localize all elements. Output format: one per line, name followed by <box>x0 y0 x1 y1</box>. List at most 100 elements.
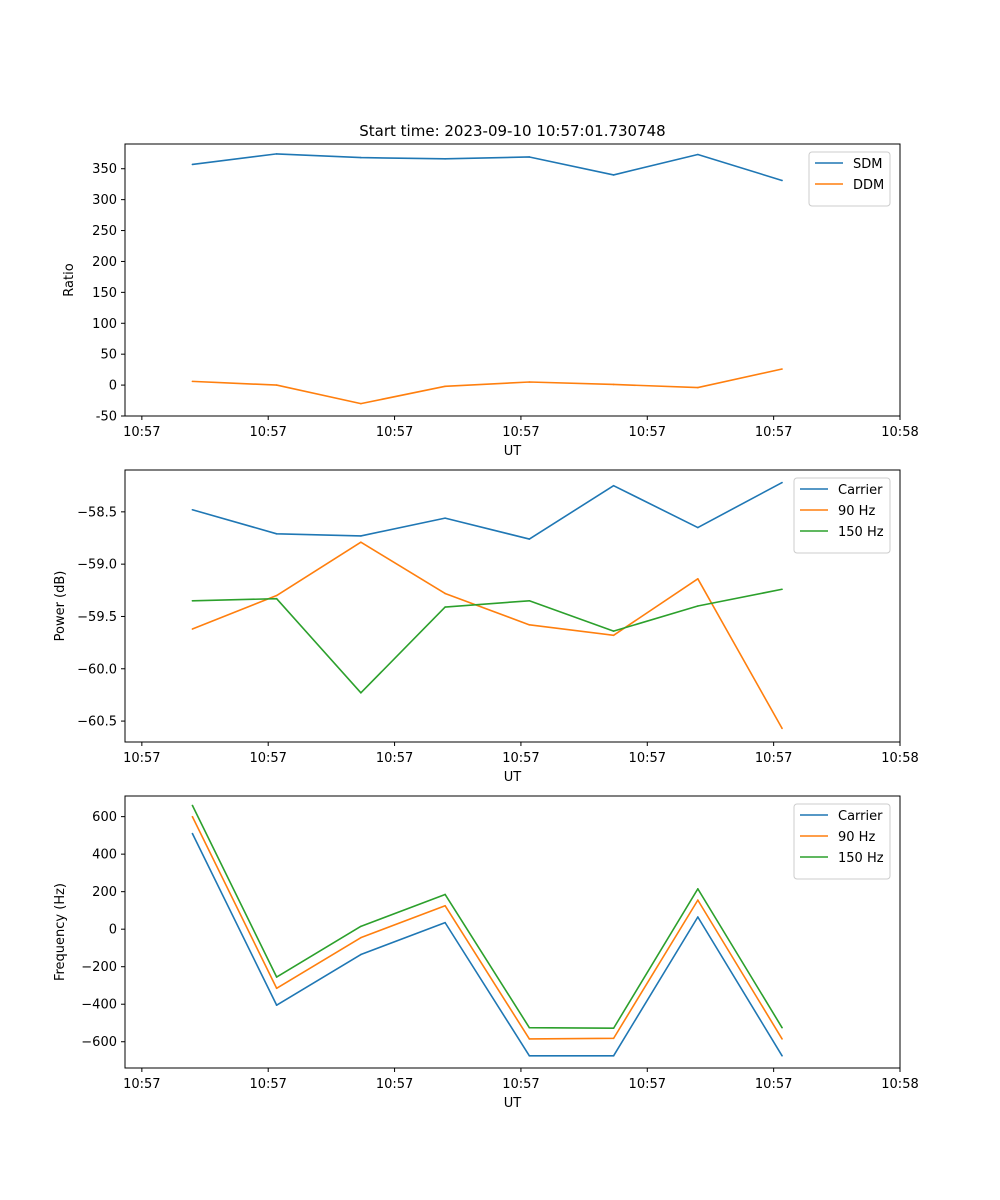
series-line-90-hz <box>192 541 783 729</box>
x-tick-label: 10:58 <box>881 751 918 766</box>
x-tick-label: 10:57 <box>249 751 286 766</box>
y-tick-label: −60.5 <box>77 715 117 730</box>
x-axis-label: UT <box>504 1096 522 1111</box>
data-point <box>528 538 531 540</box>
x-tick-label: 10:57 <box>376 751 413 766</box>
data-point <box>444 921 446 924</box>
series-line-ddm <box>192 368 783 405</box>
x-tick-label: 10:57 <box>123 425 160 440</box>
data-point <box>528 624 531 626</box>
legend-box <box>808 151 891 207</box>
data-point <box>275 533 278 535</box>
x-axis-label: UT <box>504 444 522 459</box>
data-point <box>697 526 699 529</box>
y-tick-label: 50 <box>100 348 117 363</box>
y-tick-label: 200 <box>92 885 117 900</box>
data-point <box>275 594 278 597</box>
legend-label: 90 Hz <box>838 830 875 845</box>
series-line-150-hz <box>191 805 783 1030</box>
data-point <box>275 1004 278 1006</box>
legend: Carrier 90 Hz 150 Hz <box>793 477 891 554</box>
x-tick-label: 10:57 <box>123 1077 160 1092</box>
data-point <box>781 179 783 182</box>
y-tick-label: 350 <box>92 162 117 177</box>
data-point <box>697 386 699 389</box>
y-tick-label: −200 <box>81 960 117 975</box>
data-point <box>191 508 194 511</box>
data-point <box>275 976 278 978</box>
data-point <box>781 588 783 591</box>
data-point <box>444 158 446 160</box>
y-axis-label: Ratio <box>62 263 77 296</box>
y-tick-label: 300 <box>92 193 117 208</box>
y-tick-label: 150 <box>92 286 117 301</box>
data-point <box>612 634 615 637</box>
data-point <box>275 384 278 386</box>
y-tick-label: 0 <box>109 379 117 394</box>
data-point <box>360 535 362 537</box>
data-point <box>612 174 615 176</box>
x-axis-label: UT <box>504 770 522 785</box>
data-point <box>781 481 783 484</box>
data-point <box>191 163 194 166</box>
data-point <box>612 1027 615 1030</box>
x-tick-label: 10:57 <box>755 751 792 766</box>
y-tick-label: 100 <box>92 317 117 332</box>
data-point <box>612 630 615 632</box>
legend-label: 150 Hz <box>838 851 884 866</box>
data-point <box>191 380 194 383</box>
chart-panel-1: Start time: 2023-09-10 10:57:01.730748 10… <box>62 122 919 459</box>
data-point <box>275 987 278 990</box>
y-tick-label: −59.0 <box>77 558 117 573</box>
data-point <box>697 916 699 918</box>
legend-box <box>793 477 891 554</box>
x-tick-label: 10:57 <box>376 1077 413 1092</box>
data-point <box>444 385 446 388</box>
x-tick-label: 10:58 <box>881 1077 918 1092</box>
axes-frame <box>124 469 901 743</box>
data-point <box>697 605 699 607</box>
chart-title: Start time: 2023-09-10 10:57:01.730748 <box>359 122 665 140</box>
data-point <box>528 1055 531 1057</box>
axes-frame <box>124 795 901 1069</box>
data-point <box>191 599 194 602</box>
data-point <box>444 893 446 896</box>
data-point <box>444 606 446 608</box>
legend: SDM DDM <box>808 151 891 207</box>
y-axis-label: Power (dB) <box>53 571 68 642</box>
y-tick-label: 200 <box>92 255 117 270</box>
data-point <box>360 402 362 405</box>
data-point <box>360 953 362 956</box>
legend-label: Carrier <box>838 483 883 498</box>
data-point <box>191 628 194 630</box>
x-tick-label: 10:57 <box>502 751 539 766</box>
data-point <box>612 484 615 487</box>
y-tick-label: −59.5 <box>77 610 117 625</box>
data-point <box>612 1037 615 1040</box>
data-point <box>528 1026 531 1029</box>
x-tick-label: 10:57 <box>502 1077 539 1092</box>
x-tick-label: 10:57 <box>249 425 286 440</box>
legend-label: SDM <box>853 157 882 172</box>
x-tick-label: 10:57 <box>629 1077 666 1092</box>
data-point <box>697 153 699 156</box>
data-point <box>612 383 615 386</box>
y-axis-label: Frequency (Hz) <box>53 883 68 981</box>
data-point <box>360 156 362 159</box>
series-line-90-hz <box>191 816 783 1040</box>
y-tick-label: 600 <box>92 810 117 825</box>
data-point <box>781 1055 783 1057</box>
data-point <box>191 804 194 807</box>
y-tick-label: 0 <box>109 923 117 938</box>
data-point <box>528 1038 531 1040</box>
x-tick-label: 10:57 <box>123 751 160 766</box>
data-point <box>191 832 194 835</box>
data-point <box>444 592 446 595</box>
data-point <box>781 1026 783 1029</box>
series-line-carrier <box>191 833 783 1057</box>
data-point <box>697 899 699 901</box>
legend-label: 90 Hz <box>838 504 875 519</box>
data-point <box>444 517 446 519</box>
series-line-150-hz <box>192 588 783 694</box>
x-tick-label: 10:57 <box>629 425 666 440</box>
